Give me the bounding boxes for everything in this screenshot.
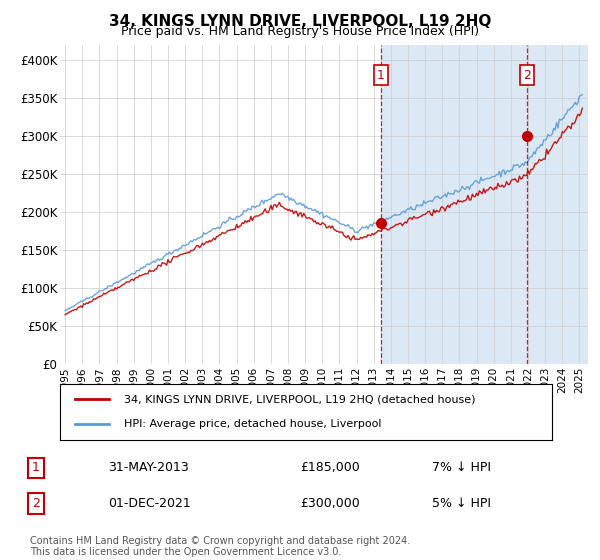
Text: Price paid vs. HM Land Registry's House Price Index (HPI): Price paid vs. HM Land Registry's House … [121,25,479,38]
Text: 2: 2 [523,69,530,82]
Text: HPI: Average price, detached house, Liverpool: HPI: Average price, detached house, Live… [124,419,382,429]
Text: 7% ↓ HPI: 7% ↓ HPI [432,461,491,474]
Text: 2: 2 [32,497,40,510]
Text: £185,000: £185,000 [300,461,360,474]
Text: Contains HM Land Registry data © Crown copyright and database right 2024.
This d: Contains HM Land Registry data © Crown c… [30,535,410,557]
Text: £300,000: £300,000 [300,497,360,510]
Text: 34, KINGS LYNN DRIVE, LIVERPOOL, L19 2HQ: 34, KINGS LYNN DRIVE, LIVERPOOL, L19 2HQ [109,14,491,29]
Text: 5% ↓ HPI: 5% ↓ HPI [432,497,491,510]
Text: 1: 1 [377,69,385,82]
Bar [381,45,588,364]
Text: 31-MAY-2013: 31-MAY-2013 [108,461,189,474]
Text: 1: 1 [32,461,40,474]
Text: 34, KINGS LYNN DRIVE, LIVERPOOL, L19 2HQ (detached house): 34, KINGS LYNN DRIVE, LIVERPOOL, L19 2HQ… [124,394,475,404]
Text: 01-DEC-2021: 01-DEC-2021 [108,497,191,510]
